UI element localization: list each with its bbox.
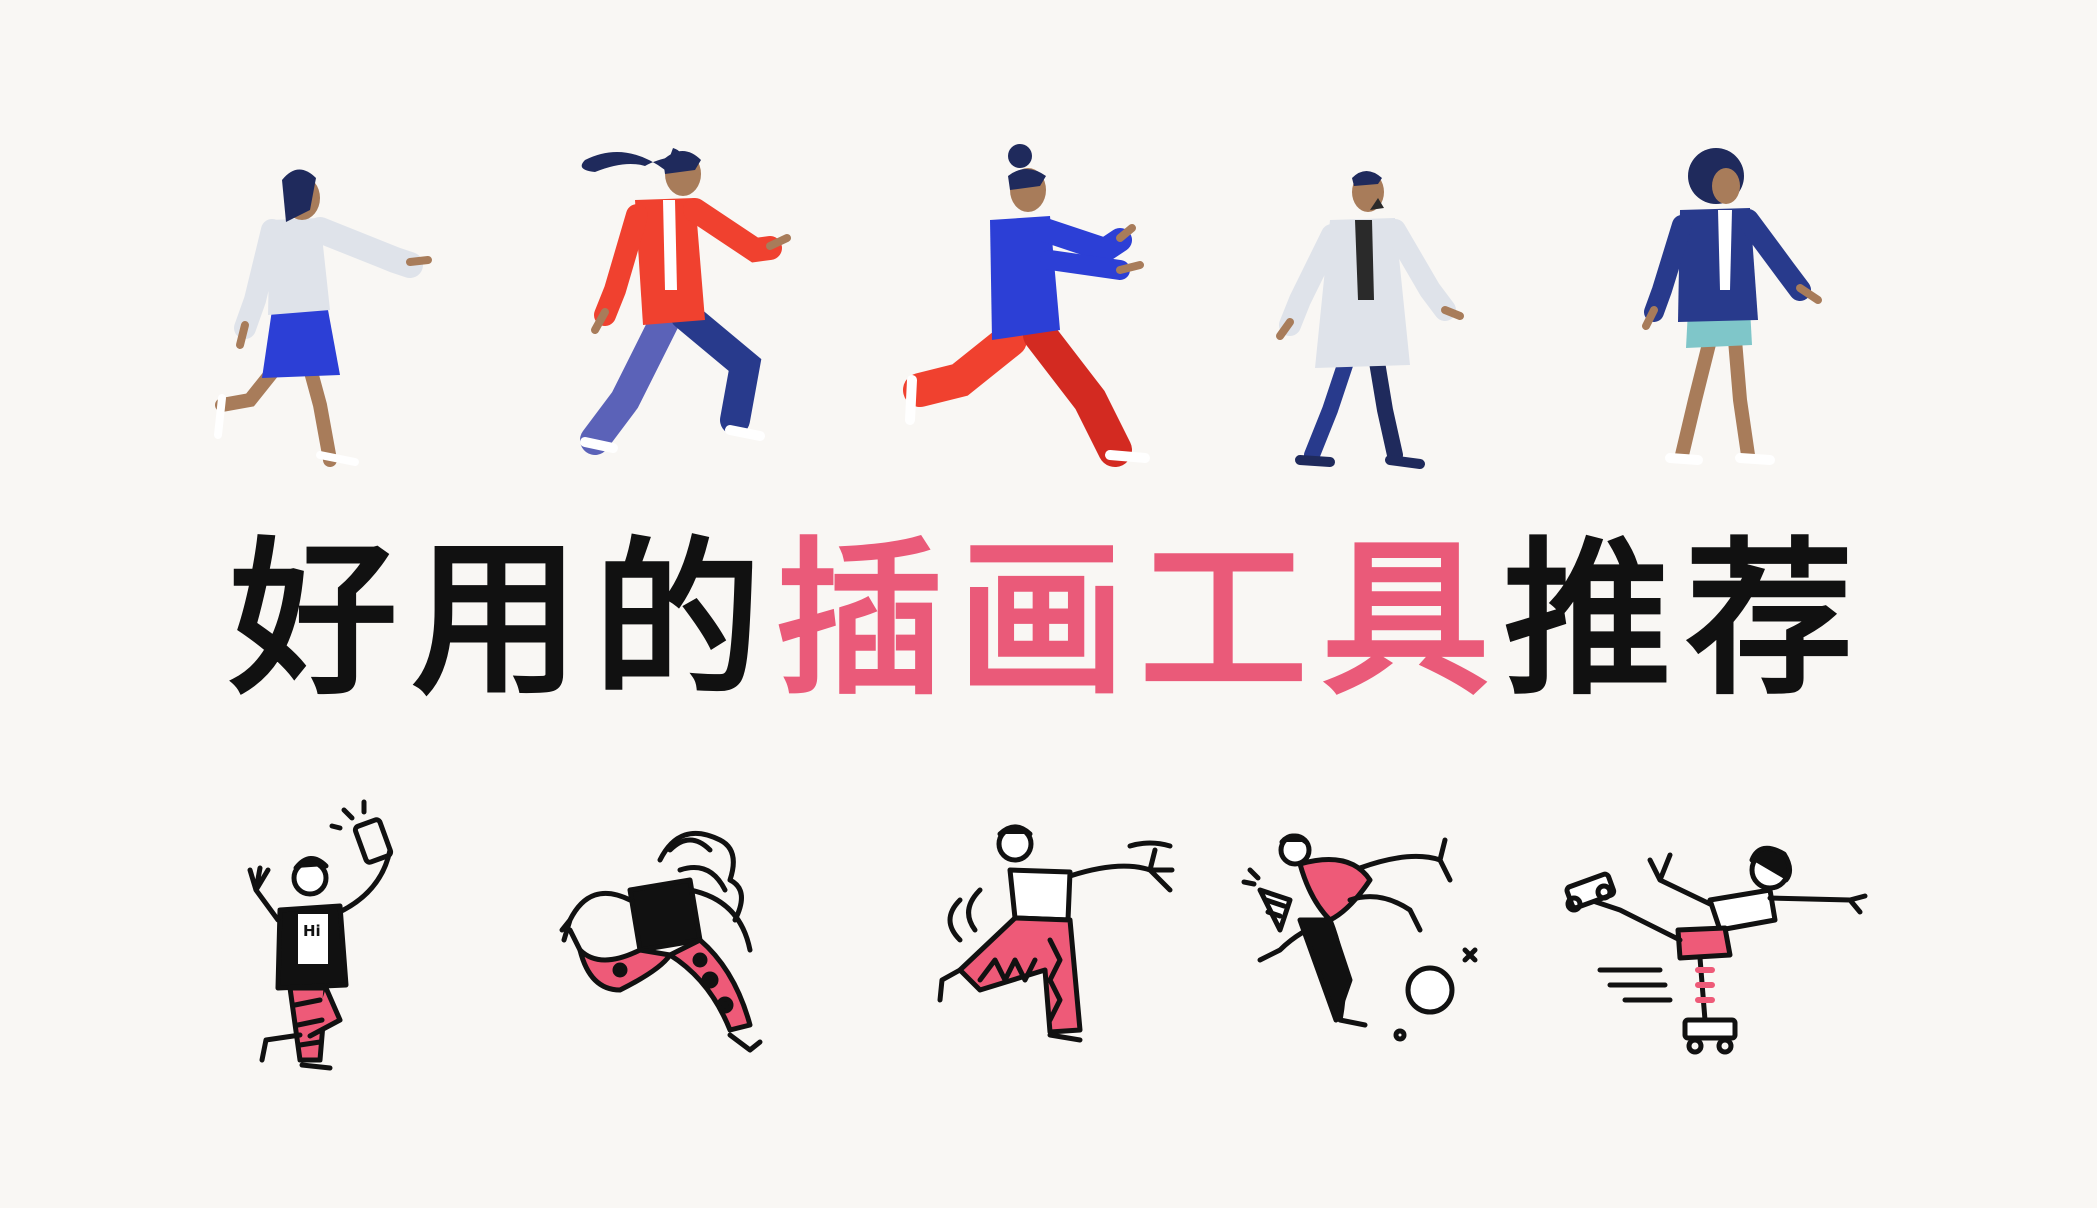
person-walking-lab-coat (1270, 150, 1470, 470)
flat-people-row (0, 130, 2097, 470)
person-walking-blue-skirt (210, 150, 440, 470)
headline-part-2: 插画工具 (775, 522, 1504, 718)
doodle-roller-skater (1560, 820, 1880, 1070)
doodle-dancing-person (559, 820, 780, 1070)
headline-part-3: 推荐 (1503, 522, 1868, 718)
doodle-hi-text: Hi (303, 922, 321, 940)
headline-part-1: 好用的 (229, 522, 776, 718)
doodle-zigzag-pants-person (920, 820, 1180, 1070)
person-running-blue-top (900, 140, 1160, 470)
doodle-people-row: Hi (0, 799, 2097, 1080)
doodle-ball-person (1240, 820, 1480, 1070)
doodle-selfie-person: Hi (240, 799, 440, 1080)
person-walking-red-jacket (565, 130, 795, 470)
person-walking-navy-jacket (1640, 140, 1840, 470)
headline: 好用的 插画工具 推荐 (0, 520, 2097, 720)
